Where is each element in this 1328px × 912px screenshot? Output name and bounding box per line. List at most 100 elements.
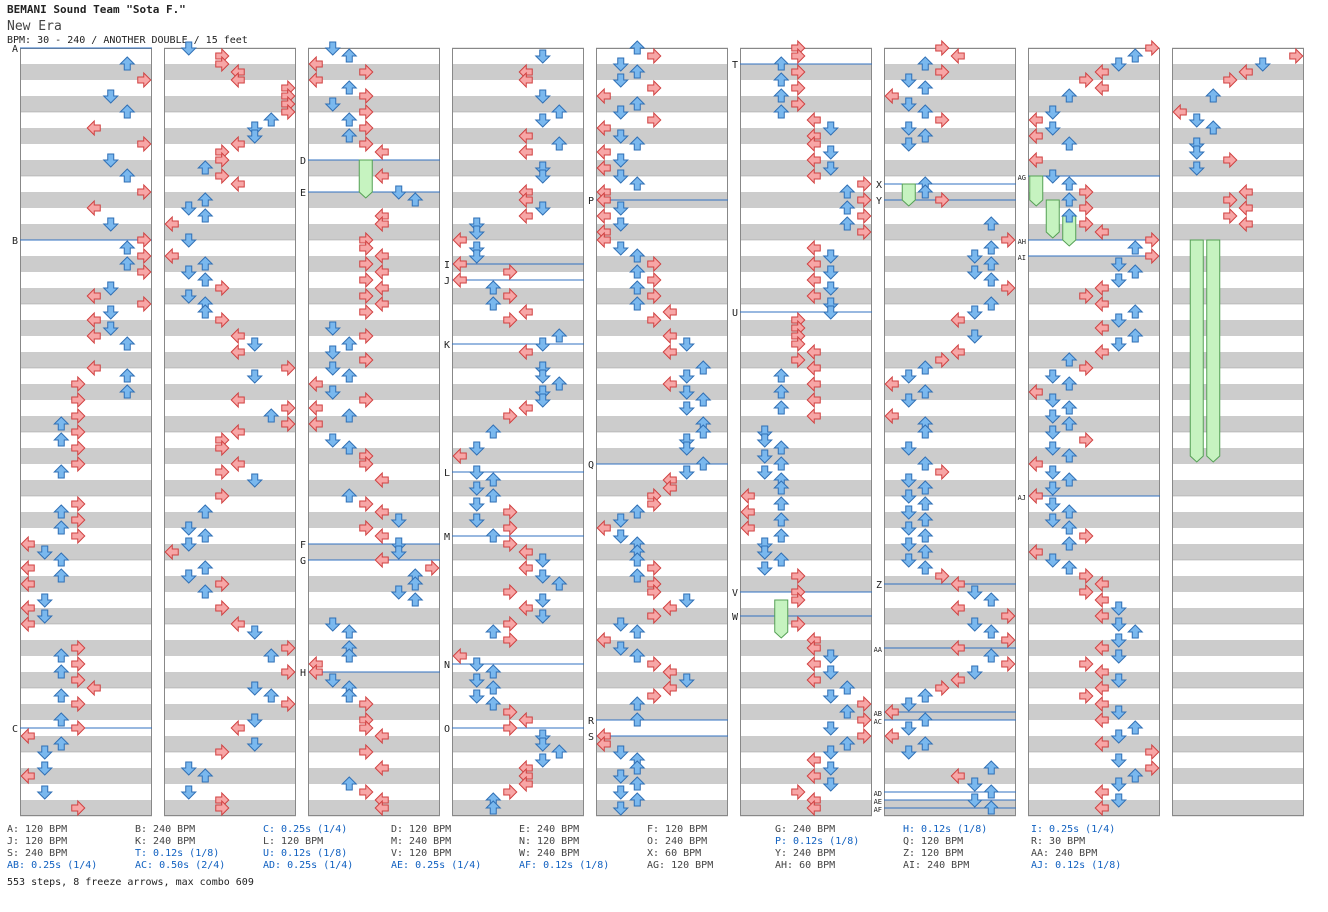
arrow-up-icon xyxy=(629,96,646,111)
arrow-right-icon xyxy=(281,415,296,433)
arrow-right-icon xyxy=(503,287,518,305)
arrow-up-icon xyxy=(773,368,790,383)
arrow-up-icon xyxy=(53,712,70,727)
arrow-right-icon xyxy=(1145,231,1160,249)
arrow-up-icon xyxy=(53,736,70,751)
arrow-up-icon xyxy=(983,296,1000,311)
arrow-up-icon xyxy=(1061,472,1078,487)
arrow-right-icon xyxy=(791,47,806,65)
arrow-up-icon xyxy=(485,488,502,503)
arrow-down-icon xyxy=(1044,465,1061,480)
arrow-right-icon xyxy=(359,495,374,513)
arrow-up-icon xyxy=(341,112,358,127)
arrow-right-icon xyxy=(137,247,152,265)
arrow-right-icon xyxy=(359,135,374,153)
arrow-down-icon xyxy=(612,745,629,760)
arrow-up-icon xyxy=(1127,264,1144,279)
arrow-up-icon xyxy=(551,576,568,591)
arrow-up-icon xyxy=(197,272,214,287)
arrow-left-icon xyxy=(662,375,677,393)
arrow-up-icon xyxy=(695,456,712,471)
arrow-left-icon xyxy=(884,375,899,393)
legend-entry: AG: 120 BPM xyxy=(647,860,714,871)
arrow-down-icon xyxy=(468,241,485,256)
arrow-down-icon xyxy=(390,185,407,200)
arrow-up-icon xyxy=(983,760,1000,775)
arrow-right-icon xyxy=(857,727,872,745)
arrow-up-icon xyxy=(485,800,502,815)
arrow-left-icon xyxy=(806,255,821,273)
arrow-right-icon xyxy=(1079,199,1094,217)
arrow-left-icon xyxy=(1172,103,1187,121)
arrow-up-icon xyxy=(917,512,934,527)
arrow-right-icon xyxy=(71,671,86,689)
arrow-down-icon xyxy=(180,265,197,280)
arrow-left-icon xyxy=(518,191,533,209)
arrow-left-icon xyxy=(308,71,323,89)
arrow-down-icon xyxy=(900,521,917,536)
arrow-down-icon xyxy=(1044,409,1061,424)
arrow-up-icon xyxy=(197,504,214,519)
arrow-left-icon xyxy=(806,671,821,689)
legend-entry: P: 0.12s (1/8) xyxy=(775,836,860,847)
marker-label: L xyxy=(444,468,450,479)
arrow-up-icon xyxy=(773,440,790,455)
arrow-down-icon xyxy=(468,689,485,704)
arrow-down-icon xyxy=(534,169,551,184)
arrow-right-icon xyxy=(71,719,86,737)
arrow-up-icon xyxy=(119,56,136,71)
arrow-left-icon xyxy=(806,767,821,785)
arrow-left-icon xyxy=(662,663,677,681)
arrow-down-icon xyxy=(678,673,695,688)
arrow-up-icon xyxy=(839,184,856,199)
marker-label: AD xyxy=(874,790,882,798)
arrow-right-icon xyxy=(1079,71,1094,89)
arrow-down-icon xyxy=(612,129,629,144)
arrow-up-icon xyxy=(917,184,934,199)
arrow-up-icon xyxy=(1127,720,1144,735)
arrow-down-icon xyxy=(822,297,839,312)
arrow-right-icon xyxy=(281,639,296,657)
arrow-down-icon xyxy=(612,529,629,544)
arrow-up-icon xyxy=(1127,48,1144,63)
arrow-up-icon xyxy=(53,552,70,567)
arrow-up-icon xyxy=(629,712,646,727)
arrow-down-icon xyxy=(1110,313,1127,328)
arrow-left-icon xyxy=(806,751,821,769)
arrow-up-icon xyxy=(197,528,214,543)
arrow-up-icon xyxy=(53,504,70,519)
arrow-left-icon xyxy=(662,599,677,617)
arrow-up-icon xyxy=(629,648,646,663)
arrow-down-icon xyxy=(822,281,839,296)
chart-column xyxy=(308,47,440,817)
arrow-down-icon xyxy=(180,521,197,536)
arrow-down-icon xyxy=(900,553,917,568)
arrow-left-icon xyxy=(1094,223,1109,241)
arrow-down-icon xyxy=(180,41,197,56)
arrow-up-icon xyxy=(983,784,1000,799)
arrow-up-icon xyxy=(485,528,502,543)
arrow-left-icon xyxy=(1094,575,1109,593)
arrow-right-icon xyxy=(359,87,374,105)
arrow-down-icon xyxy=(1188,161,1205,176)
arrow-left-icon xyxy=(164,543,179,561)
arrow-left-icon xyxy=(1028,127,1043,145)
arrow-down-icon xyxy=(102,89,119,104)
chart-column xyxy=(20,47,152,817)
arrow-left-icon xyxy=(884,727,899,745)
arrow-down-icon xyxy=(468,441,485,456)
arrow-left-icon xyxy=(374,279,389,297)
arrow-down-icon xyxy=(612,617,629,632)
arrow-down-icon xyxy=(612,105,629,120)
arrow-down-icon xyxy=(1110,793,1127,808)
arrow-down-icon xyxy=(612,769,629,784)
arrow-left-icon xyxy=(806,407,821,425)
arrow-down-icon xyxy=(1044,441,1061,456)
arrow-up-icon xyxy=(53,648,70,663)
arrow-right-icon xyxy=(503,631,518,649)
arrow-left-icon xyxy=(230,135,245,153)
arrow-left-icon xyxy=(452,231,467,249)
arrow-down-icon xyxy=(900,745,917,760)
arrow-right-icon xyxy=(857,695,872,713)
arrow-left-icon xyxy=(596,735,611,753)
